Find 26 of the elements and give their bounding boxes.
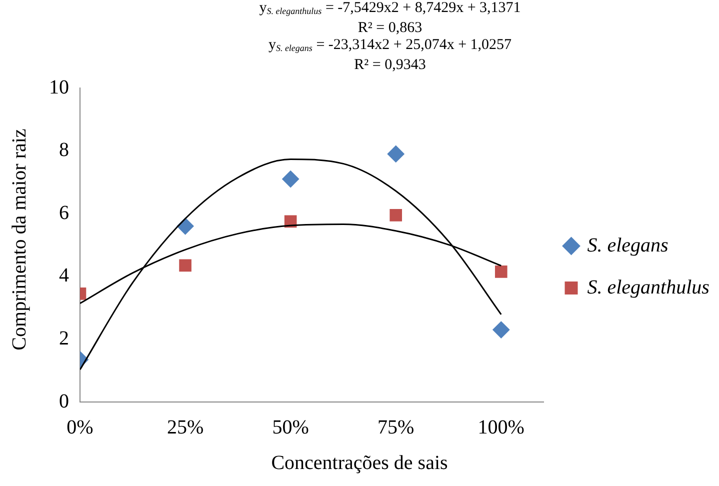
text: R² = 0,9343 — [353, 57, 427, 74]
line-series — [80, 158, 502, 370]
x-tick-label: 100% — [478, 416, 524, 438]
text: R² = 0,863 — [356, 20, 424, 37]
text: y$_{S. eleganthulus}$ = -7,5429x2 + 8,7429x + 3,1371 — [258, 0, 522, 18]
x-tick-label: 0% — [66, 416, 94, 438]
y-tick-label: 10 — [49, 76, 69, 98]
x-tick-label: 25% — [166, 416, 204, 438]
point — [390, 209, 402, 222]
y-tick-label: 4 — [59, 264, 69, 287]
point — [494, 266, 508, 278]
point — [387, 145, 404, 162]
x-tick-label: 50% — [272, 416, 309, 438]
point — [282, 170, 300, 188]
point — [492, 321, 510, 338]
text: y$_{S. elegans}$ = -23,314x2 + 25,074x + 1,0257 — [267, 37, 513, 55]
legend-label: S. elegans — [587, 234, 669, 256]
y-tick-label: 8 — [59, 139, 69, 162]
x-tick-label: 75% — [378, 416, 414, 438]
y-tick-label: 2 — [59, 327, 69, 350]
y-tick-label: 0 — [59, 390, 69, 412]
legend-label: S. eleganthulus — [587, 276, 710, 298]
x-axis-title: Concentrações de sais — [270, 452, 449, 475]
y-axis-title: Comprimento da maior raiz — [8, 128, 32, 352]
point — [179, 259, 192, 272]
y-tick-label: 6 — [59, 202, 69, 224]
